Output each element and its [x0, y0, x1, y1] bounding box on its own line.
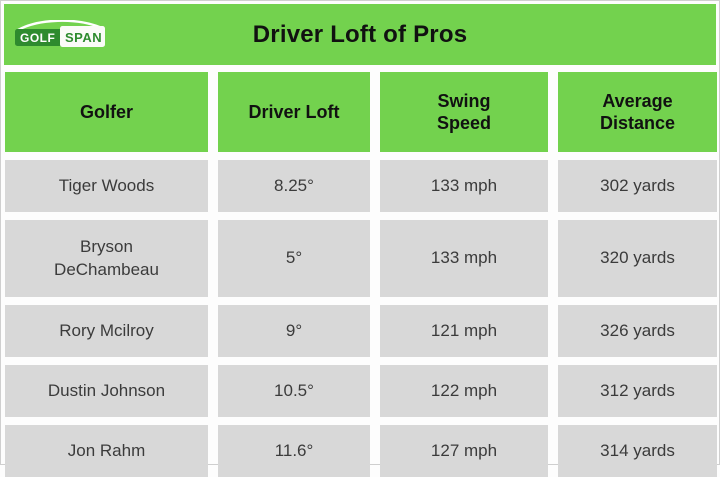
cell-golfer: Dustin Johnson: [5, 365, 208, 417]
column-header-swing-speed: Swing Speed: [380, 72, 548, 152]
column-header-driver-loft: Driver Loft: [218, 72, 370, 152]
cell-driver-loft: 10.5°: [218, 365, 370, 417]
cell-driver-loft: 8.25°: [218, 160, 370, 212]
column-header-average-distance: Average Distance: [558, 72, 717, 152]
golfer-name: Bryson DeChambeau: [54, 237, 159, 279]
cell-average-distance: 302 yards: [558, 160, 717, 212]
driver-loft-table: Golfer Driver Loft Swing Speed Average D…: [1, 65, 719, 477]
logo-swoosh: [17, 19, 103, 32]
cell-average-distance: 314 yards: [558, 425, 717, 477]
page-title: Driver Loft of Pros: [252, 20, 468, 48]
cell-golfer: Rory Mcilroy: [5, 305, 208, 357]
cell-average-distance: 312 yards: [558, 365, 717, 417]
golfer-name: Tiger Woods: [58, 175, 155, 195]
logo-golf-text: GOLF: [20, 31, 55, 45]
infographic-page: GOLF SPAN Driver Loft of Pros Golfer Dri…: [1, 4, 719, 477]
cell-swing-speed: 121 mph: [380, 305, 548, 357]
cell-swing-speed: 127 mph: [380, 425, 548, 477]
column-header-golfer: Golfer: [5, 72, 208, 152]
cell-average-distance: 326 yards: [558, 305, 717, 357]
cell-golfer: Bryson DeChambeau: [5, 220, 208, 297]
cell-average-distance: 320 yards: [558, 220, 717, 297]
logo-golf-badge: [15, 29, 63, 46]
logo-span-badge: [60, 26, 105, 47]
golfer-name: Rory Mcilroy: [59, 320, 154, 340]
title-banner: GOLF SPAN Driver Loft of Pros: [4, 4, 716, 65]
cell-golfer: Tiger Woods: [5, 160, 208, 212]
golfspan-logo: GOLF SPAN: [14, 19, 106, 57]
cell-swing-speed: 133 mph: [380, 220, 548, 297]
cell-driver-loft: 5°: [218, 220, 370, 297]
cell-driver-loft: 9°: [218, 305, 370, 357]
logo-span-text: SPAN: [65, 30, 102, 45]
cell-golfer: Jon Rahm: [5, 425, 208, 477]
cell-driver-loft: 11.6°: [218, 425, 370, 477]
golfer-name: Dustin Johnson: [47, 380, 166, 400]
cell-swing-speed: 122 mph: [380, 365, 548, 417]
golfspan-logo-graphic: GOLF SPAN: [15, 19, 105, 47]
cell-swing-speed: 133 mph: [380, 160, 548, 212]
golfer-name: Jon Rahm: [67, 440, 146, 460]
